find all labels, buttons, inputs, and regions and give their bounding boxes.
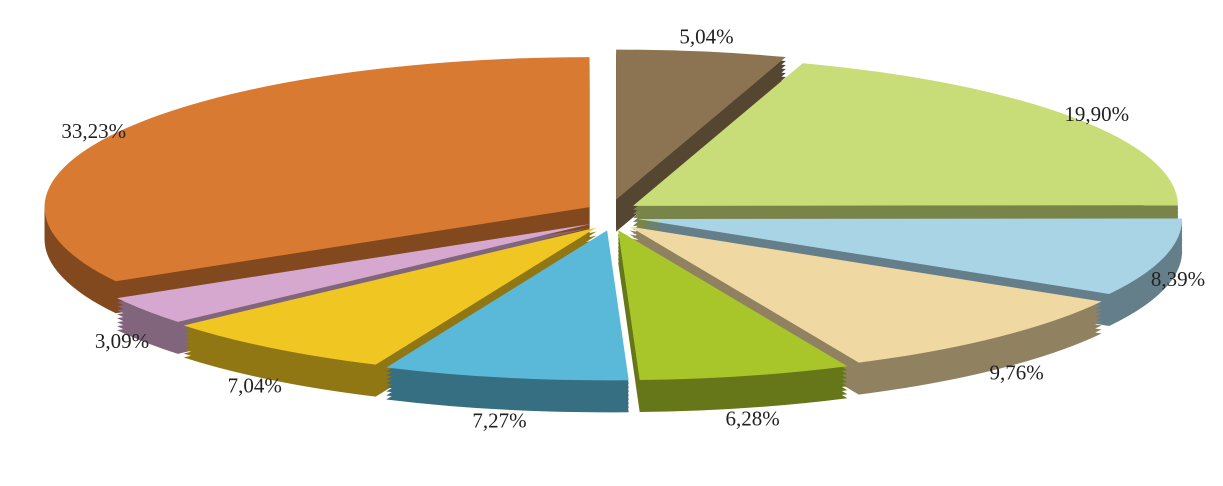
- slice-top: [386, 230, 629, 381]
- data-label: 6,28%: [726, 406, 780, 430]
- data-label: 8,39%: [1151, 267, 1205, 291]
- slice: [633, 63, 1179, 238]
- slice-top: [117, 223, 591, 322]
- slice-top: [629, 226, 1102, 363]
- data-label: 7,27%: [472, 408, 526, 432]
- slice-top: [637, 218, 1183, 294]
- slice: [629, 226, 1102, 395]
- data-label: 3,09%: [95, 329, 149, 353]
- slice-top: [44, 57, 590, 282]
- data-label: 5,04%: [679, 24, 733, 48]
- data-label: 19,90%: [1064, 102, 1129, 126]
- slice: [618, 230, 848, 413]
- slice-top: [618, 230, 848, 381]
- slice: [386, 230, 629, 413]
- data-label: 33,23%: [61, 119, 126, 143]
- slice: [183, 227, 597, 397]
- slice-top: [183, 227, 597, 365]
- data-label: 7,04%: [228, 373, 282, 397]
- slice-top: [616, 49, 786, 200]
- data-label: 9,76%: [989, 361, 1043, 385]
- slice-top: [633, 63, 1179, 206]
